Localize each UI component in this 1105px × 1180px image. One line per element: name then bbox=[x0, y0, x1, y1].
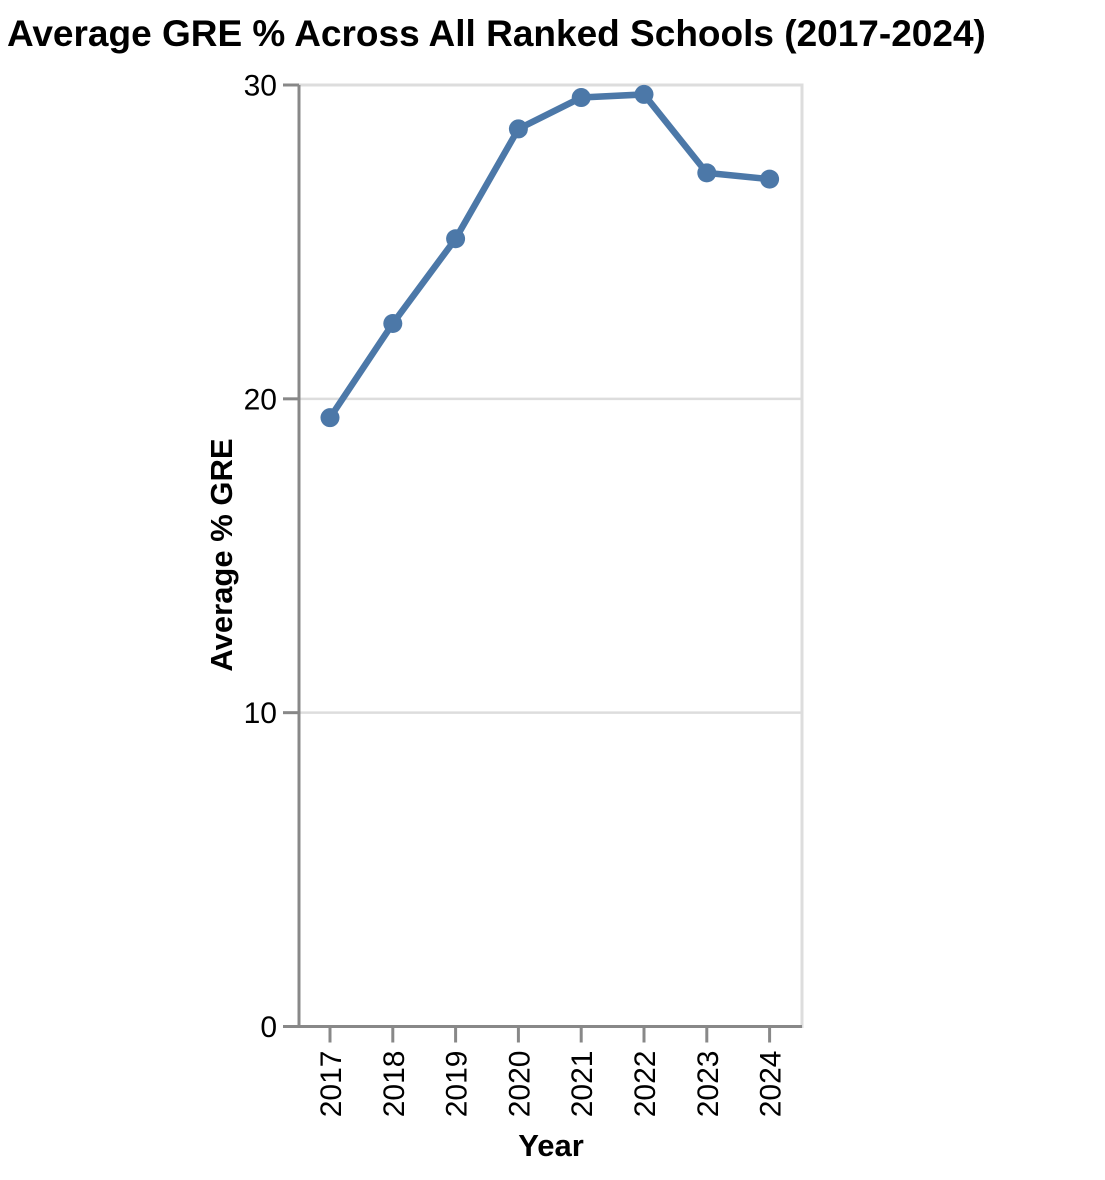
x-tick-label: 2023 bbox=[692, 1051, 725, 1118]
data-point bbox=[697, 163, 717, 183]
plot-border bbox=[297, 83, 804, 1028]
x-axis-title: Year bbox=[518, 1128, 584, 1163]
x-tick-label: 2022 bbox=[629, 1051, 662, 1118]
data-point bbox=[383, 314, 403, 334]
x-tick-label: 2021 bbox=[566, 1051, 599, 1118]
x-tick-label: 2018 bbox=[378, 1051, 411, 1118]
y-axis-title: Average % GRE bbox=[204, 438, 239, 672]
y-tick-label: 20 bbox=[244, 383, 277, 416]
x-tick-label: 2024 bbox=[755, 1051, 788, 1118]
data-point bbox=[571, 88, 591, 108]
data-point bbox=[634, 84, 654, 104]
data-point bbox=[446, 229, 466, 249]
chart-title: Average GRE % Across All Ranked Schools … bbox=[7, 13, 986, 54]
x-tick-label: 2020 bbox=[503, 1051, 536, 1118]
trend-line bbox=[326, 91, 773, 421]
data-point bbox=[320, 408, 340, 428]
y-tick-label: 10 bbox=[244, 697, 277, 730]
y-tick-label: 30 bbox=[244, 70, 277, 103]
data-point bbox=[508, 119, 528, 139]
x-tick-label: 2017 bbox=[315, 1051, 348, 1118]
x-tick-label: 2019 bbox=[441, 1051, 474, 1118]
data-point bbox=[760, 169, 780, 189]
y-tick-label: 0 bbox=[260, 1011, 277, 1044]
